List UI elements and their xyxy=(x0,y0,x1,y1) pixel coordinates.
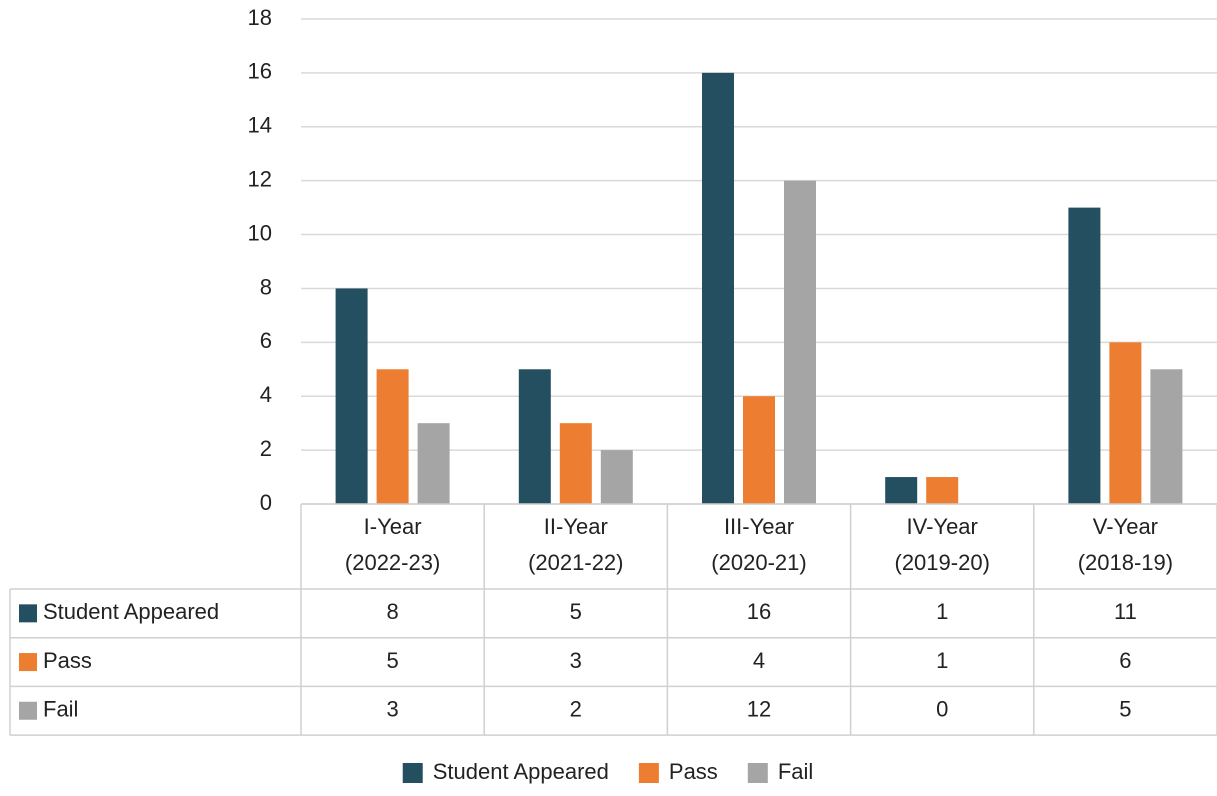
bar xyxy=(376,369,409,504)
table-cell: 3 xyxy=(570,648,582,673)
table-cell: 1 xyxy=(936,599,948,624)
legend-key xyxy=(747,763,768,783)
legend-key xyxy=(402,763,423,783)
legend-label: Pass xyxy=(669,759,718,784)
bar xyxy=(335,288,368,504)
table-row-label: Pass xyxy=(43,648,92,673)
table-legend-key xyxy=(19,604,37,623)
bar xyxy=(417,423,450,504)
y-tick-label: 16 xyxy=(248,59,272,84)
table-cell: 16 xyxy=(747,599,771,624)
bar xyxy=(926,477,959,504)
legend-label: Fail xyxy=(778,759,813,784)
bar xyxy=(559,423,592,504)
x-tick-label: I-Year xyxy=(364,514,422,539)
table-cell: 11 xyxy=(1114,599,1137,624)
table-cell: 6 xyxy=(1119,648,1131,673)
x-tick-label: (2018-19) xyxy=(1078,550,1173,575)
y-tick-label: 6 xyxy=(260,328,272,353)
y-tick-label: 4 xyxy=(260,382,272,407)
table-row-label: Fail xyxy=(43,697,78,722)
legend-label: Student Appeared xyxy=(433,759,609,784)
bar xyxy=(600,450,633,504)
bar xyxy=(1150,369,1183,504)
table-cell: 5 xyxy=(570,599,582,624)
x-tick-label: (2021-22) xyxy=(528,550,623,575)
table-cell: 0 xyxy=(936,697,948,722)
table-cell: 5 xyxy=(386,648,398,673)
y-tick-label: 12 xyxy=(248,166,272,191)
y-tick-label: 0 xyxy=(260,490,272,515)
x-tick-label: II-Year xyxy=(544,514,608,539)
table-cell: 1 xyxy=(936,648,948,673)
bar xyxy=(1109,342,1142,504)
table-cell: 2 xyxy=(570,697,582,722)
x-tick-label: V-Year xyxy=(1093,514,1158,539)
table-cell: 8 xyxy=(386,599,398,624)
x-tick-label: (2020-21) xyxy=(711,550,806,575)
bar xyxy=(518,369,551,504)
table-row-label: Student Appeared xyxy=(43,599,219,624)
table-cell: 4 xyxy=(753,648,765,673)
x-tick-label: IV-Year xyxy=(907,514,978,539)
bar xyxy=(743,396,775,504)
table-legend-key xyxy=(19,653,37,672)
table-cell: 3 xyxy=(386,697,398,722)
y-tick-label: 2 xyxy=(260,436,272,461)
bar xyxy=(702,72,734,504)
bar xyxy=(1068,207,1101,504)
x-tick-label: (2019-20) xyxy=(895,550,990,575)
bar xyxy=(885,477,918,504)
y-tick-label: 18 xyxy=(248,5,272,30)
x-tick-label: (2022-23) xyxy=(345,550,440,575)
y-tick-label: 8 xyxy=(260,274,272,299)
y-tick-label: 14 xyxy=(248,113,272,138)
table-cell: 12 xyxy=(747,697,771,722)
legend-key xyxy=(638,763,659,783)
table-cell: 5 xyxy=(1119,697,1131,722)
table-legend-key xyxy=(19,701,37,720)
x-tick-label: III-Year xyxy=(724,514,794,539)
bar xyxy=(784,180,816,504)
y-tick-label: 10 xyxy=(248,220,272,245)
